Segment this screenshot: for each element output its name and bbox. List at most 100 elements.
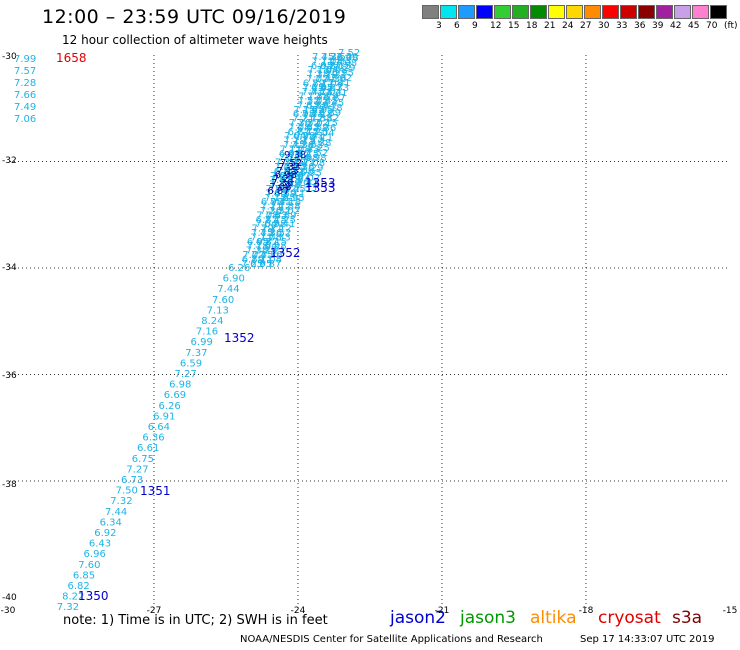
dark-value: 7.15 <box>276 166 298 177</box>
track-value: 7.33 <box>297 100 319 111</box>
legend-swatch <box>566 5 583 19</box>
track-value: 7.36 <box>321 52 343 63</box>
track-value: 7.52 <box>330 52 352 63</box>
track-value: 6.90 <box>223 274 245 285</box>
track-value: 7.33 <box>329 56 351 67</box>
track-values: 6.266.907.447.607.138.247.166.997.376.59… <box>57 263 250 613</box>
track-value: 7.52 <box>269 228 291 239</box>
track-value: 7.11 <box>315 100 337 111</box>
track-value: 6.92 <box>94 528 116 539</box>
track-value: 7.33 <box>268 232 290 243</box>
track-value: 6.98 <box>304 153 326 164</box>
satellite-label-s3a: s3a <box>672 608 703 628</box>
longitude-tick-label: -21 <box>435 606 450 616</box>
track-value: 7.27 <box>175 369 197 380</box>
latitude-tick-label: -30 <box>2 52 17 62</box>
track-value: 7.12 <box>269 202 291 213</box>
track-value: 6.75 <box>132 454 154 465</box>
track-value: 7.50 <box>116 486 138 497</box>
track-value: 6.95 <box>311 105 333 116</box>
track-value: 7.16 <box>196 327 218 338</box>
track-value: 7.36 <box>292 140 314 151</box>
pass-time-label: 1353 <box>305 176 336 190</box>
track-value: 6.85 <box>73 570 95 581</box>
track-value: 6.87 <box>320 61 342 72</box>
legend-level: 70 <box>706 21 718 31</box>
track-value: 7.15 <box>297 127 319 138</box>
corner-value: 7.99 <box>14 54 36 65</box>
track-value: 6.98 <box>264 219 286 230</box>
track-value: 7.08 <box>335 58 357 69</box>
longitude-tick-label: -24 <box>291 606 306 616</box>
track-value: 7.41 <box>302 131 324 142</box>
pass-time-label: 1353 <box>305 181 336 195</box>
track-value: 6.89 <box>274 210 296 221</box>
track-value: 7.08 <box>288 122 310 133</box>
track-value: 6.89 <box>274 166 296 177</box>
corner-value: 7.06 <box>14 114 36 125</box>
track-value: 7.21 <box>293 158 315 169</box>
track-value: 7.25 <box>241 259 263 270</box>
track-value: 6.87 <box>288 127 310 138</box>
track-value: 7.12 <box>301 114 323 125</box>
track-value: 7.45 <box>283 162 305 173</box>
footnote: note: 1) Time is in UTC; 2) SWH is in fe… <box>63 613 328 628</box>
track-value: 7.29 <box>284 136 306 147</box>
credit-line: NOAA/NESDIS Center for Satellite Applica… <box>240 634 543 645</box>
track-value: 6.89 <box>306 122 328 133</box>
track-value: 7.33 <box>297 144 319 155</box>
legend-level: 15 <box>508 21 520 31</box>
legend-level: 30 <box>598 21 610 31</box>
map-subtitle: 12 hour collection of altimeter wave hei… <box>62 33 328 47</box>
legend-level: 24 <box>562 21 574 31</box>
dark-value: 7.21 <box>273 174 295 185</box>
track-value: 6.87 <box>259 259 281 270</box>
corner-values: 7.997.577.287.667.497.06 <box>14 54 36 125</box>
track-value: 7.11 <box>311 133 333 144</box>
dark-value: 7.52 <box>280 158 302 169</box>
track-value: 6.98 <box>296 153 318 164</box>
pass-time-label: 1351 <box>140 484 171 498</box>
track-value: 7.02 <box>274 162 296 173</box>
dark-value: 9.38 <box>284 150 306 161</box>
track-value: 6.95 <box>332 68 354 79</box>
legend-swatch <box>710 5 727 19</box>
track-value: 6.87 <box>320 83 342 94</box>
track-value: 6.87 <box>256 215 278 226</box>
track-value: 7.08 <box>321 78 343 89</box>
satellite-label-jason3: jason3 <box>460 608 516 628</box>
longitude-tick-label: -27 <box>147 606 162 616</box>
track-value: 7.02 <box>307 96 329 107</box>
track-value: 7.41 <box>296 178 318 189</box>
track-value: 6.36 <box>142 433 164 444</box>
dark-value: 7.08 <box>269 182 291 193</box>
track-value: 7.04 <box>255 241 277 252</box>
top-value: 7.40 <box>336 52 358 63</box>
track-value: 7.12 <box>302 136 324 147</box>
longitude-tick-label: -30 <box>1 606 16 616</box>
track-value: 7.29 <box>287 180 309 191</box>
track-value: 7.13 <box>207 305 229 316</box>
misc-values: 7.409.387.527.337.156.987.217.367.086.87 <box>267 52 358 197</box>
legend-swatch <box>584 5 601 19</box>
track-value: 6.87 <box>288 171 310 182</box>
track-value: 7.21 <box>292 114 314 125</box>
dark-value: 6.87 <box>267 186 289 197</box>
track-value: 7.08 <box>259 232 281 243</box>
track-value: 7.33 <box>327 83 349 94</box>
legend-level: 33 <box>616 21 628 31</box>
legend-swatch <box>602 5 619 19</box>
track-value: 7.15 <box>297 149 319 160</box>
track-value: 7.11 <box>250 232 272 243</box>
dark-value: 7.33 <box>278 162 300 173</box>
track-value: 7.27 <box>126 464 148 475</box>
track-value: 6.95 <box>311 61 333 72</box>
track-value: 7.25 <box>270 171 292 182</box>
track-value: 7.21 <box>260 202 282 213</box>
legend-swatch <box>422 5 439 19</box>
legend-swatch <box>512 5 529 19</box>
track-value: 6.34 <box>100 517 122 528</box>
legend-swatch <box>674 5 691 19</box>
corner-value: 7.66 <box>14 90 36 101</box>
corner-value: 7.28 <box>14 78 36 89</box>
